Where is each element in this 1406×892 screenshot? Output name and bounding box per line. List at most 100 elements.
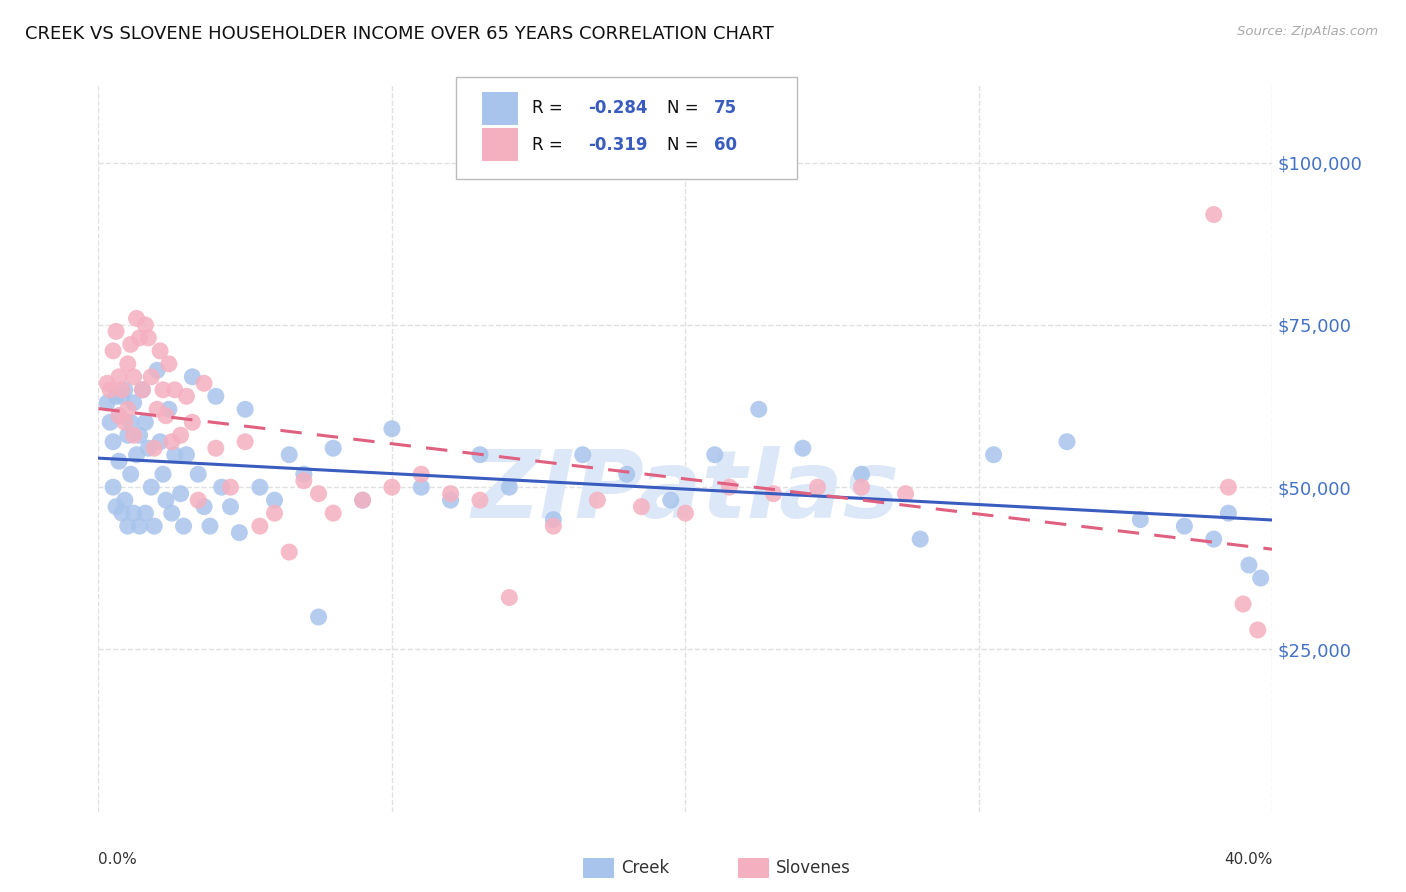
- Point: [169, 486, 191, 500]
- Point: [659, 493, 682, 508]
- Point: [98, 415, 121, 429]
- Text: 0.0%: 0.0%: [98, 852, 138, 867]
- Point: [616, 467, 638, 482]
- Text: 75: 75: [714, 99, 737, 118]
- Point: [141, 480, 163, 494]
- Point: [228, 525, 250, 540]
- Point: [117, 428, 139, 442]
- Text: CREEK VS SLOVENE HOUSEHOLDER INCOME OVER 65 YEARS CORRELATION CHART: CREEK VS SLOVENE HOUSEHOLDER INCOME OVER…: [25, 25, 775, 43]
- Point: [120, 337, 142, 351]
- Point: [101, 343, 124, 358]
- Point: [152, 383, 174, 397]
- Point: [543, 519, 565, 533]
- Point: [498, 480, 520, 494]
- Point: [146, 402, 169, 417]
- Point: [718, 480, 741, 494]
- Point: [1202, 208, 1225, 222]
- Point: [143, 442, 166, 455]
- Point: [128, 428, 150, 442]
- Point: [468, 493, 491, 508]
- Text: Slovenes: Slovenes: [776, 859, 851, 877]
- Point: [111, 389, 134, 403]
- Point: [155, 409, 177, 423]
- Point: [143, 519, 166, 533]
- Point: [263, 506, 285, 520]
- Point: [278, 545, 301, 559]
- Point: [322, 442, 344, 455]
- Point: [439, 493, 461, 508]
- Text: Creek: Creek: [621, 859, 669, 877]
- Point: [586, 493, 609, 508]
- FancyBboxPatch shape: [457, 78, 797, 179]
- Point: [543, 513, 565, 527]
- Point: [352, 493, 374, 508]
- Point: [1247, 623, 1270, 637]
- Point: [181, 415, 204, 429]
- Point: [411, 467, 433, 482]
- Text: N =: N =: [666, 99, 703, 118]
- Point: [703, 448, 725, 462]
- Point: [219, 500, 242, 514]
- Point: [117, 357, 139, 371]
- Point: [111, 383, 134, 397]
- Point: [352, 493, 374, 508]
- Point: [173, 519, 195, 533]
- Point: [136, 442, 159, 455]
- Point: [571, 448, 593, 462]
- Point: [181, 369, 204, 384]
- Text: 40.0%: 40.0%: [1225, 852, 1272, 867]
- Point: [122, 428, 145, 442]
- Point: [169, 428, 191, 442]
- Point: [211, 480, 233, 494]
- Point: [146, 363, 169, 377]
- Point: [411, 480, 433, 494]
- Point: [249, 480, 271, 494]
- Point: [851, 480, 873, 494]
- Point: [176, 389, 198, 403]
- Point: [278, 448, 301, 462]
- Point: [322, 506, 344, 520]
- Point: [193, 500, 215, 514]
- Point: [141, 369, 163, 384]
- Point: [1202, 532, 1225, 546]
- Point: [111, 506, 134, 520]
- Point: [381, 422, 404, 436]
- Point: [136, 331, 159, 345]
- Point: [149, 434, 172, 449]
- Point: [439, 486, 461, 500]
- Point: [160, 506, 183, 520]
- FancyBboxPatch shape: [482, 92, 517, 125]
- Text: -0.319: -0.319: [588, 136, 648, 153]
- Point: [1218, 506, 1240, 520]
- Point: [792, 442, 814, 455]
- Point: [117, 519, 139, 533]
- Point: [117, 402, 139, 417]
- Point: [152, 467, 174, 482]
- Point: [292, 467, 315, 482]
- Point: [134, 506, 156, 520]
- Text: Source: ZipAtlas.com: Source: ZipAtlas.com: [1237, 25, 1378, 38]
- Point: [134, 415, 156, 429]
- Point: [1129, 513, 1152, 527]
- Point: [308, 486, 330, 500]
- Point: [894, 486, 917, 500]
- Point: [108, 409, 131, 423]
- Point: [108, 454, 131, 468]
- Point: [114, 493, 136, 508]
- Point: [762, 486, 785, 500]
- Point: [748, 402, 770, 417]
- Point: [910, 532, 932, 546]
- Point: [101, 480, 124, 494]
- Point: [233, 402, 256, 417]
- Point: [125, 311, 148, 326]
- Point: [630, 500, 652, 514]
- Point: [498, 591, 520, 605]
- Point: [114, 383, 136, 397]
- Point: [96, 396, 118, 410]
- Point: [122, 506, 145, 520]
- Point: [205, 442, 228, 455]
- Point: [176, 448, 198, 462]
- Point: [308, 610, 330, 624]
- Text: 60: 60: [714, 136, 737, 153]
- Point: [108, 409, 131, 423]
